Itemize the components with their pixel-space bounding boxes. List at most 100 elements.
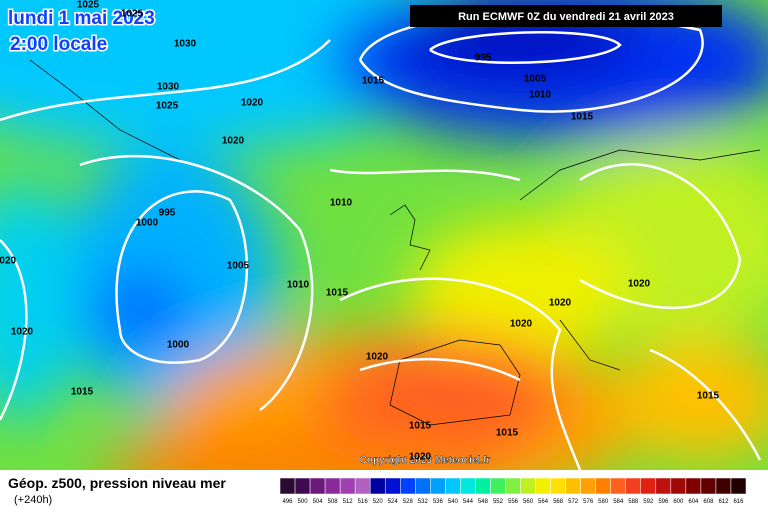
scale-cell [309, 477, 326, 495]
isobar-label: 1020 [0, 256, 17, 267]
scale-label: 552 [493, 499, 504, 505]
scale-cell [430, 477, 446, 495]
scale-label: 536 [433, 499, 444, 505]
scale-label: 596 [658, 499, 669, 505]
scale-label: 616 [733, 499, 744, 505]
scale-cell [595, 477, 611, 495]
isobar-label: 1015 [326, 288, 349, 299]
scale-cell [400, 477, 416, 495]
isobar-label: 1005 [524, 74, 547, 85]
isobar-label: 1030 [174, 39, 197, 50]
scale-cell [339, 477, 356, 495]
scale-cell [384, 477, 401, 495]
scale-cell [445, 477, 461, 495]
scale-label: 548 [478, 499, 489, 505]
isobar-label: 1005 [227, 261, 250, 272]
isobar-label: 1015 [71, 387, 94, 398]
isobar-label: 1015 [697, 391, 720, 402]
isobar-label: 1020 [510, 319, 533, 330]
scale-label: 544 [463, 499, 474, 505]
isobar-label: 1015 [362, 76, 385, 87]
isobar-label: 1000 [167, 340, 190, 351]
isobar-label: 1020 [549, 298, 572, 309]
isobar-label: 1020 [241, 98, 264, 109]
scale-cell [460, 477, 476, 495]
isobar-label: 1015 [409, 421, 432, 432]
scale-cell [670, 477, 687, 495]
scale-label: 500 [298, 499, 309, 505]
isobar-label: 1025 [156, 101, 179, 112]
scale-cell [550, 477, 566, 495]
scale-label: 576 [583, 499, 594, 505]
scale-label: 588 [628, 499, 639, 505]
scale-label: 520 [373, 499, 384, 505]
scale-label: 512 [343, 499, 354, 505]
isobar-label: 1010 [330, 198, 353, 209]
scale-label: 540 [448, 499, 459, 505]
isobar-label: 1015 [571, 112, 594, 123]
scale-label: 584 [613, 499, 624, 505]
isobar-label: 1015 [496, 428, 519, 439]
scale-cell [475, 477, 491, 495]
scale-cell [535, 477, 551, 495]
scale-label: 496 [283, 499, 294, 505]
scale-label: 528 [403, 499, 414, 505]
isobar-label: 995 [159, 208, 176, 219]
isobar-label: 1020 [628, 279, 651, 290]
scale-label: 608 [703, 499, 714, 505]
scale-label: 580 [598, 499, 609, 505]
scale-label: 568 [553, 499, 564, 505]
isobar-label: 1010 [529, 90, 552, 101]
scale-label: 508 [328, 499, 339, 505]
isobar-label: 1020 [409, 452, 432, 463]
copyright: Copyright 2023 Meteociel.fr [360, 455, 491, 466]
scale-cell [655, 477, 672, 495]
isobar-label: 1025 [121, 9, 144, 20]
scale-label: 564 [538, 499, 549, 505]
scale-cell [279, 477, 296, 495]
scale-label: 524 [388, 499, 399, 505]
date-title: lundi 1 mai 2023 [8, 8, 155, 29]
isobar-label: 995 [475, 53, 492, 64]
time-title: 2:00 locale [10, 34, 107, 55]
run-info: Run ECMWF 0Z du vendredi 21 avril 2023 [458, 11, 674, 23]
scale-cell [715, 477, 732, 495]
scale-label: 572 [568, 499, 579, 505]
scale-label: 612 [718, 499, 729, 505]
scale-cell [610, 477, 626, 495]
scale-label: 592 [643, 499, 654, 505]
isobar-label: 1020 [11, 327, 34, 338]
scale-cell [640, 477, 657, 495]
scale-cell [565, 477, 581, 495]
scale-cell [354, 477, 371, 495]
scale-cell [700, 477, 717, 495]
scale-cell [730, 477, 747, 495]
scale-cell [490, 477, 506, 495]
scale-cell [625, 477, 642, 495]
scale-cell [520, 477, 536, 495]
scale-cell [685, 477, 702, 495]
scale-label: 532 [418, 499, 429, 505]
scale-label: 560 [523, 499, 534, 505]
isobar-label: 1020 [222, 136, 245, 147]
scale-label: 516 [358, 499, 369, 505]
scale-label: 600 [673, 499, 684, 505]
scale-label: 604 [688, 499, 699, 505]
isobar-label: 1000 [136, 218, 159, 229]
scale-cell [415, 477, 431, 495]
run-box [410, 5, 722, 27]
isobar-label: 1020 [366, 352, 389, 363]
isobar-label: 1010 [287, 280, 310, 291]
scale-cell [369, 477, 386, 495]
scale-cell [505, 477, 521, 495]
footer-title: Géop. z500, pression niveau mer [8, 475, 226, 491]
scale-label: 556 [508, 499, 519, 505]
scale-label: 504 [313, 499, 324, 505]
isobar-label: 1030 [157, 82, 180, 93]
scale-cell [580, 477, 596, 495]
isobar-label: 1025 [77, 0, 100, 11]
footer-lead: (+240h) [14, 494, 52, 506]
